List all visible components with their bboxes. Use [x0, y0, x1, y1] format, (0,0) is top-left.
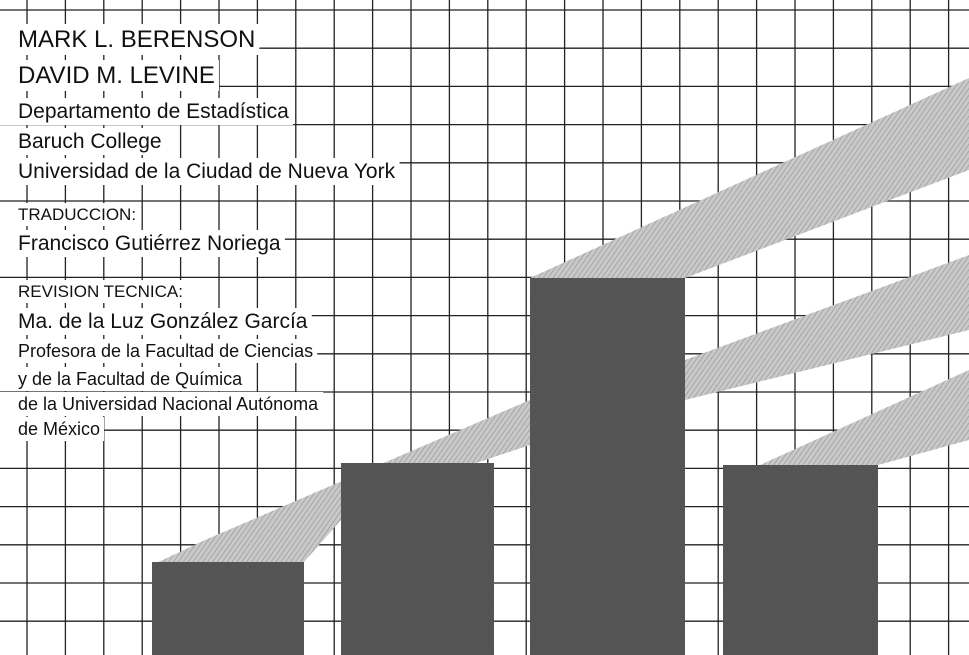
ribbon [530, 78, 969, 278]
author: DAVID M. LEVINE [18, 62, 215, 89]
reviewer-affiliation: Profesora de la Facultad de Ciencias [18, 341, 313, 361]
reviewer-affiliation: y de la Facultad de Química [18, 369, 243, 389]
translation-label: TRADUCCION: [18, 205, 136, 224]
reviewer-affiliation: de México [18, 419, 100, 439]
reviewer: Ma. de la Luz González García [18, 310, 308, 333]
ribbon [760, 370, 969, 465]
bar [530, 278, 685, 655]
affiliation-line: Universidad de la Ciudad de Nueva York [18, 160, 396, 183]
bar [723, 465, 878, 655]
review-label: REVISION TECNICA: [18, 282, 183, 301]
reviewer-affiliation: de la Universidad Nacional Autónoma [18, 394, 319, 414]
affiliation-line: Baruch College [18, 130, 162, 153]
affiliation-line: Departamento de Estadística [18, 100, 289, 123]
bar [152, 562, 304, 655]
bar [341, 463, 494, 655]
author: MARK L. BERENSON [18, 26, 255, 53]
translator: Francisco Gutiérrez Noriega [18, 232, 281, 255]
book-cover: MARK L. BERENSON DAVID M. LEVINE Departa… [0, 0, 969, 655]
